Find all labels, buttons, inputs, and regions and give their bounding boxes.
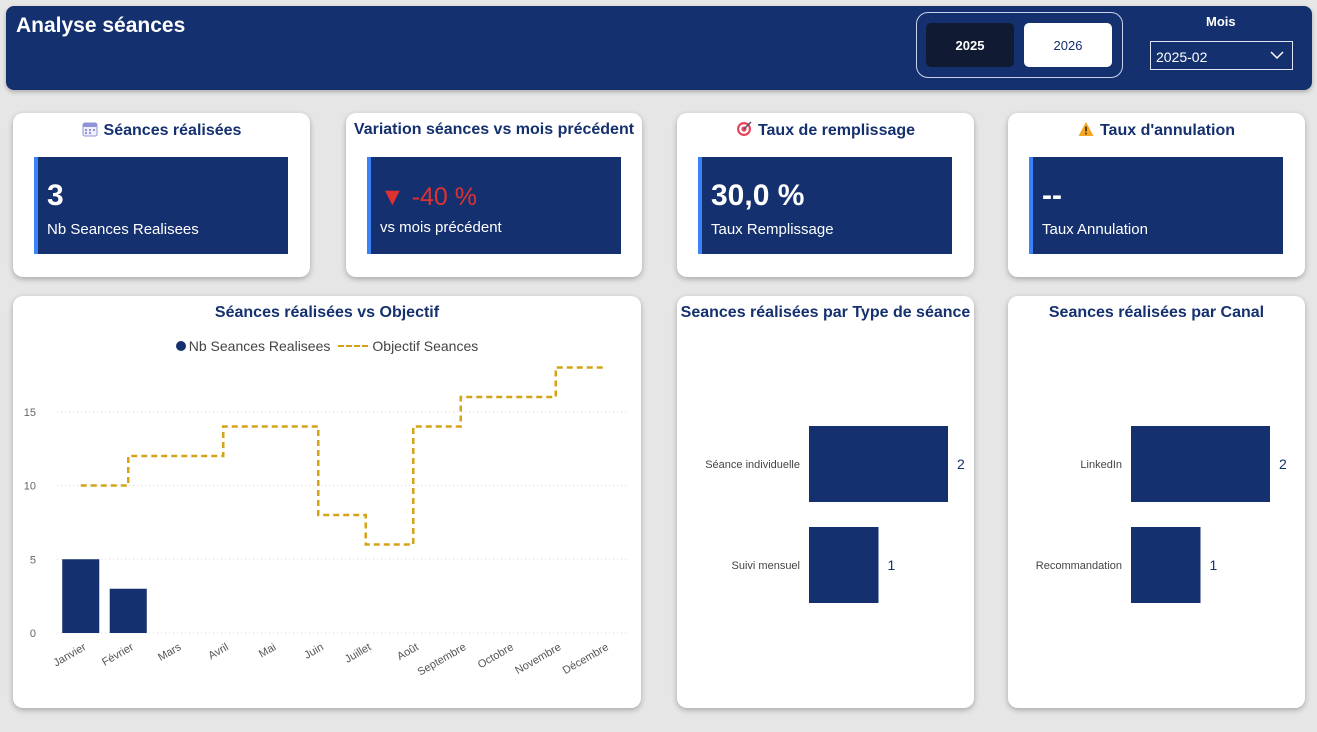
kpi-value: 3 xyxy=(47,179,64,212)
kpi-title: Variation séances vs mois précédent xyxy=(353,121,635,138)
legend-marker-objective xyxy=(338,345,369,347)
category-label: Recommandation xyxy=(1036,560,1122,572)
category-label: Séance individuelle xyxy=(705,459,800,471)
hbar-0 xyxy=(809,426,948,502)
data-label: 2 xyxy=(1279,456,1287,472)
kpi-label: Nb Seances Realisees xyxy=(47,221,199,238)
x-tick-label: Septembre xyxy=(416,641,469,678)
chart-title: Séances réalisées vs Objectif xyxy=(214,304,440,321)
data-label: 1 xyxy=(888,557,896,573)
x-tick-label: Novembre xyxy=(513,641,563,677)
chart-card-type: Seances réalisées par Type de séance Séa… xyxy=(677,296,974,708)
kpi-label: vs mois précédent xyxy=(380,219,502,236)
warning-icon xyxy=(1078,122,1094,136)
kpi-card-annulation: Taux d'annulation -- Taux Annulation xyxy=(1008,113,1305,277)
combo-chart: 0 5 10 15 Janvier Février Mars Avril Mai Juin Juil… xyxy=(24,366,627,679)
x-tick-label: Janvier xyxy=(52,641,89,669)
kpi-value-box: 3 Nb Seances Realisees xyxy=(34,157,288,254)
kpi-value: 30,0 % xyxy=(711,179,805,212)
month-dropdown-value: 2025-02 xyxy=(1156,49,1208,65)
kpi-card-variation: Variation séances vs mois précédent ▼ -4… xyxy=(346,113,642,277)
x-tick-label: Avril xyxy=(206,641,230,662)
kpi-value-box: 30,0 % Taux Remplissage xyxy=(698,157,952,254)
kpi-label: Taux Remplissage xyxy=(711,221,834,238)
kpi-label: Taux Annulation xyxy=(1042,221,1148,238)
x-tick-label: Décembre xyxy=(561,641,611,677)
x-tick-label: Juin xyxy=(302,641,325,661)
category-label: LinkedIn xyxy=(1080,459,1122,471)
chart-title: Seances réalisées par Canal xyxy=(1048,304,1265,321)
y-tick-label: 5 xyxy=(30,554,36,566)
chart-card-canal: Seances réalisées par Canal LinkedIn 2 Rec… xyxy=(1008,296,1305,708)
canal-bar-chart: LinkedIn 2 Recommandation 1 xyxy=(1036,426,1287,603)
objective-step-line xyxy=(80,366,604,546)
year-slicer: 2025 2026 xyxy=(916,12,1123,78)
x-tick-label: Février xyxy=(100,641,136,669)
y-tick-label: 0 xyxy=(30,628,36,640)
type-bar-chart: Séance individuelle 2 Suivi mensuel 1 xyxy=(705,426,965,603)
legend-item-bars: Nb Seances Realisees xyxy=(188,338,331,354)
y-tick-label: 10 xyxy=(24,481,36,493)
kpi-value-box: -- Taux Annulation xyxy=(1029,157,1283,254)
kpi-value: ▼ -40 % xyxy=(380,183,477,211)
kpi-title: Taux de remplissage xyxy=(757,122,916,139)
hbar-1 xyxy=(1131,527,1201,603)
kpi-title: Séances réalisées xyxy=(103,122,242,139)
x-tick-label: Mai xyxy=(257,641,278,660)
data-label: 1 xyxy=(1210,557,1218,573)
y-tick-label: 15 xyxy=(24,407,36,419)
calendar-icon xyxy=(82,122,98,137)
kpi-value: -- xyxy=(1042,179,1062,212)
kpi-value-box: ▼ -40 % vs mois précédent xyxy=(367,157,621,254)
kpi-card-remplissage: Taux de remplissage 30,0 % Taux Rempliss… xyxy=(677,113,974,277)
chart-legend: Nb Seances Realisees Objectif Seances xyxy=(13,338,641,354)
legend-item-objective: Objectif Seances xyxy=(372,338,479,354)
month-dropdown[interactable]: 2025-02 xyxy=(1150,41,1293,70)
chevron-down-icon xyxy=(1270,51,1284,60)
kpi-title: Taux d'annulation xyxy=(1099,122,1236,139)
header-bar: Analyse séances 2025 2026 Mois 2025-02 xyxy=(6,6,1312,90)
hbar-1 xyxy=(809,527,879,603)
kpi-card-seances: Séances réalisées 3 Nb Seances Realisees xyxy=(13,113,310,277)
category-label: Suivi mensuel xyxy=(732,560,800,572)
legend-marker-bars xyxy=(175,341,186,351)
bar-février xyxy=(109,588,147,633)
bar-janvier xyxy=(62,559,100,633)
chart-title: Seances réalisées par Type de séance xyxy=(680,304,971,321)
year-button-2025[interactable]: 2025 xyxy=(926,23,1014,67)
x-tick-label: Mars xyxy=(156,641,184,664)
page-title: Analyse séances xyxy=(16,14,186,37)
chart-card-objectif: Séances réalisées vs Objectif Nb Seances… xyxy=(13,296,641,708)
x-tick-label: Juillet xyxy=(343,641,373,665)
year-button-2026[interactable]: 2026 xyxy=(1024,23,1112,67)
data-label: 2 xyxy=(957,456,965,472)
month-label: Mois xyxy=(1206,14,1236,29)
x-tick-label: Octobre xyxy=(476,641,516,671)
hbar-0 xyxy=(1131,426,1270,502)
x-tick-label: Août xyxy=(395,641,421,663)
target-icon xyxy=(736,121,752,136)
